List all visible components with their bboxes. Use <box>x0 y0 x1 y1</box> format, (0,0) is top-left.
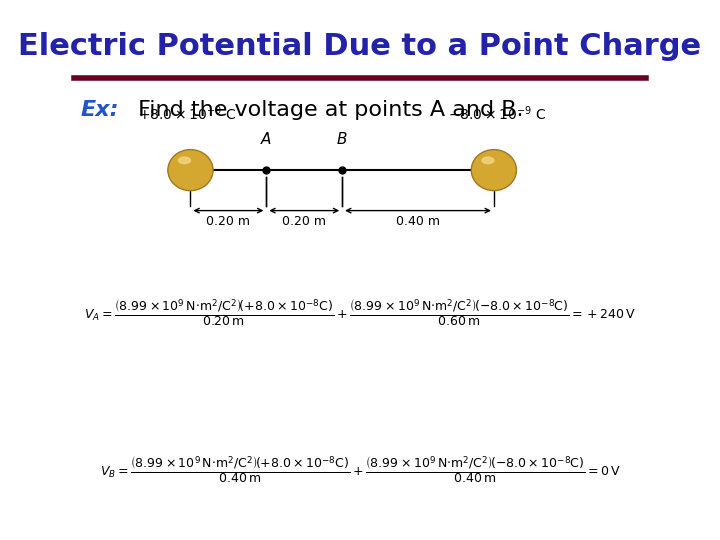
Text: 0.40 m: 0.40 m <box>396 215 440 228</box>
Text: $V_B = \dfrac{\left(8.99\times10^{9}\,\mathrm{N{\cdot}m^2/C^2}\right)\!\left(+8.: $V_B = \dfrac{\left(8.99\times10^{9}\,\m… <box>99 454 621 485</box>
Text: 0.20 m: 0.20 m <box>282 215 326 228</box>
Text: $B$: $B$ <box>336 131 348 147</box>
Ellipse shape <box>482 157 494 164</box>
Text: $A$: $A$ <box>260 131 272 147</box>
Text: $+8.0\times10^{-9}$ C: $+8.0\times10^{-9}$ C <box>138 104 237 123</box>
Circle shape <box>472 150 516 191</box>
Ellipse shape <box>179 157 191 164</box>
Text: Find the voltage at points A and B.: Find the voltage at points A and B. <box>131 100 523 120</box>
Text: $-8.0\times10^{-9}$ C: $-8.0\times10^{-9}$ C <box>448 104 546 123</box>
Circle shape <box>168 150 213 191</box>
Text: 0.20 m: 0.20 m <box>207 215 251 228</box>
Text: $V_A = \dfrac{\left(8.99\times10^{9}\,\mathrm{N{\cdot}m^2/C^2}\right)\!\left(+8.: $V_A = \dfrac{\left(8.99\times10^{9}\,\m… <box>84 298 636 329</box>
Text: Electric Potential Due to a Point Charge: Electric Potential Due to a Point Charge <box>19 32 701 62</box>
Text: Ex:: Ex: <box>81 100 119 120</box>
